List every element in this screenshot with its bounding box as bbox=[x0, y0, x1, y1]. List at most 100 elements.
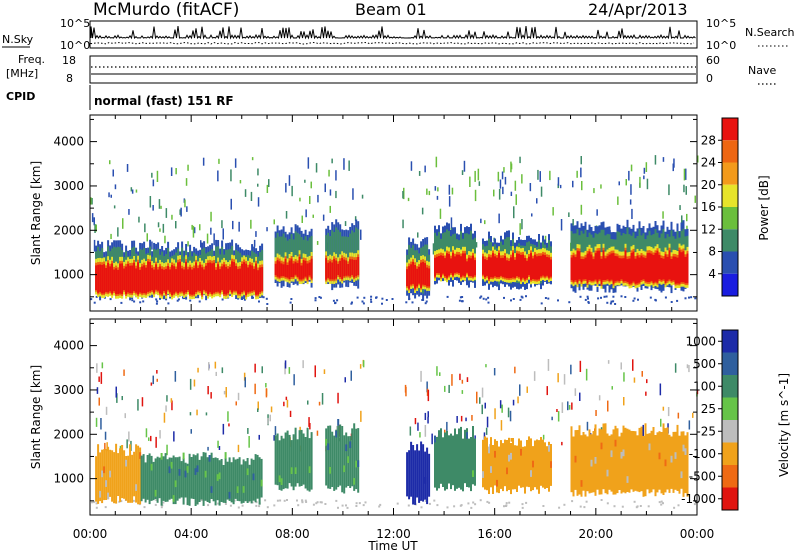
echo-speck bbox=[257, 183, 259, 187]
ground-speck bbox=[461, 296, 464, 298]
echo-speck bbox=[115, 386, 117, 398]
echo-speck bbox=[273, 219, 275, 225]
echo-speck bbox=[145, 428, 148, 438]
echo-speck bbox=[318, 401, 321, 406]
echo-speck bbox=[146, 233, 148, 242]
echo-speck bbox=[510, 438, 512, 442]
echo-speck bbox=[685, 168, 687, 180]
ground-speck bbox=[467, 502, 470, 505]
echo-speck bbox=[424, 412, 427, 420]
echo-speck bbox=[510, 191, 513, 196]
echo-speck bbox=[187, 164, 189, 171]
echo-region bbox=[570, 219, 689, 294]
echo-speck bbox=[335, 190, 337, 199]
echo-speck bbox=[273, 435, 275, 441]
echo-speck bbox=[253, 239, 256, 247]
colorbar-tick-label: -25 bbox=[696, 424, 716, 438]
echo-speck bbox=[485, 427, 488, 435]
ground-speck bbox=[420, 506, 423, 509]
echo-speck bbox=[557, 183, 559, 189]
echo-speck bbox=[96, 363, 98, 373]
echo-speck bbox=[105, 406, 108, 415]
ground-speck bbox=[563, 503, 566, 506]
echo-speck bbox=[210, 211, 212, 222]
echo-speck bbox=[250, 191, 253, 201]
echo-speck bbox=[480, 218, 482, 224]
echo-speck bbox=[607, 400, 609, 412]
ground-speck bbox=[487, 296, 490, 299]
freq-label-1: Freq. bbox=[18, 53, 45, 66]
echo-region bbox=[325, 219, 360, 291]
echo-speck bbox=[513, 206, 515, 219]
echo-speck bbox=[184, 199, 186, 208]
echo-speck bbox=[230, 169, 232, 182]
echo-speck bbox=[163, 412, 166, 423]
ground-speck bbox=[662, 502, 664, 505]
ground-speck bbox=[558, 506, 561, 509]
echo-speck bbox=[267, 417, 269, 425]
echo-speck bbox=[158, 199, 161, 209]
echo-speck bbox=[448, 196, 451, 207]
x-tick-label: 04:00 bbox=[174, 527, 209, 541]
ground-speck bbox=[677, 504, 680, 507]
echo-speck bbox=[150, 382, 153, 386]
echo-speck bbox=[186, 206, 188, 212]
echo-speck bbox=[469, 176, 471, 187]
ground-speck bbox=[603, 295, 606, 298]
echo-speck bbox=[436, 195, 439, 200]
echo-speck bbox=[122, 218, 124, 229]
echo-speck bbox=[478, 181, 481, 186]
x-axis-label: Time UT bbox=[367, 539, 418, 553]
echo-speck bbox=[239, 180, 242, 184]
echo-speck bbox=[537, 169, 539, 180]
echo-speck bbox=[98, 376, 100, 382]
echo-speck bbox=[493, 189, 495, 197]
echo-speck bbox=[427, 416, 429, 424]
echo-speck bbox=[197, 367, 199, 373]
echo-speck bbox=[426, 188, 428, 195]
ground-speck bbox=[182, 296, 184, 299]
echo-speck bbox=[189, 412, 192, 416]
ground-speck bbox=[587, 301, 590, 303]
echo-speck bbox=[677, 412, 680, 419]
ground-speck bbox=[658, 501, 661, 504]
ground-speck bbox=[109, 298, 112, 301]
echo-speck bbox=[426, 388, 429, 396]
echo-speck bbox=[155, 436, 157, 448]
echo-speck bbox=[206, 233, 209, 244]
echo-speck bbox=[451, 374, 453, 386]
echo-speck bbox=[432, 243, 435, 255]
ground-speck bbox=[319, 296, 322, 299]
echo-speck bbox=[450, 217, 453, 229]
ground-speck bbox=[258, 505, 261, 508]
ground-speck bbox=[585, 500, 588, 503]
echo-speck bbox=[557, 177, 560, 186]
echo-speck bbox=[409, 426, 412, 436]
power-data bbox=[90, 155, 699, 305]
colorbar-tick-label: -1000 bbox=[681, 492, 716, 506]
y-tick-label: 4000 bbox=[53, 339, 84, 353]
echo-speck bbox=[595, 410, 597, 416]
echo-speck bbox=[673, 158, 675, 168]
ground-speck bbox=[579, 295, 582, 298]
echo-speck bbox=[477, 168, 480, 181]
ground-speck bbox=[487, 301, 490, 304]
ground-speck bbox=[93, 500, 96, 503]
ground-speck bbox=[345, 504, 347, 507]
echo-speck bbox=[202, 157, 205, 166]
echo-speck bbox=[191, 224, 193, 230]
echo-speck bbox=[174, 371, 177, 382]
ground-speck bbox=[301, 500, 304, 503]
ground-speck bbox=[351, 301, 353, 304]
echo-speck bbox=[185, 178, 188, 186]
echo-speck bbox=[128, 431, 130, 442]
ground-speck bbox=[411, 301, 414, 304]
ground-speck bbox=[104, 506, 107, 509]
echo-speck bbox=[126, 439, 128, 449]
echo-speck bbox=[199, 224, 201, 231]
echo-speck bbox=[114, 184, 117, 190]
echo-speck bbox=[171, 214, 173, 220]
echo-speck bbox=[93, 239, 96, 252]
ground-speck bbox=[521, 506, 524, 509]
colorbar-tick-label: -100 bbox=[689, 447, 716, 461]
